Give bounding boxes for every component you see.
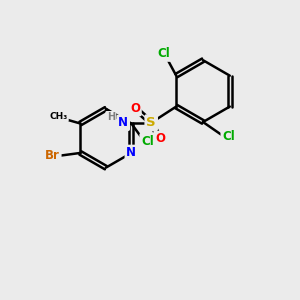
Text: H: H (107, 112, 115, 122)
Text: CH₃: CH₃ (49, 112, 68, 121)
Text: N: N (118, 116, 128, 129)
Text: Br: Br (45, 149, 60, 162)
Text: O: O (155, 133, 165, 146)
Text: Cl: Cl (157, 47, 170, 60)
Text: Cl: Cl (222, 130, 235, 143)
Text: N: N (126, 146, 136, 159)
Text: Cl: Cl (141, 135, 154, 148)
Text: O: O (130, 101, 140, 115)
Text: S: S (146, 116, 156, 129)
